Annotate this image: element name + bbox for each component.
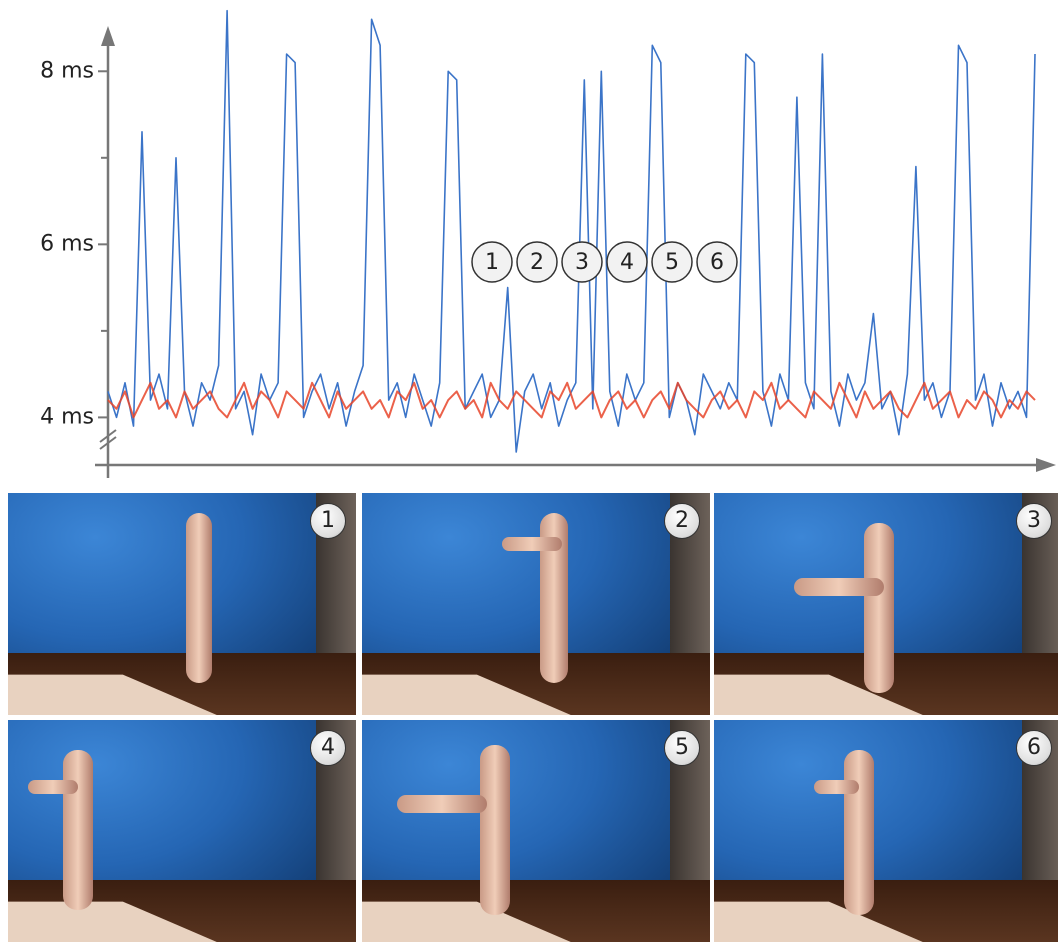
frame-number: 3 (1016, 503, 1052, 539)
marker-label: 2 (530, 250, 544, 275)
marker-label: 4 (620, 250, 634, 275)
frame: 5 (362, 720, 710, 942)
frame-number: 4 (310, 730, 346, 766)
marker-label: 3 (575, 250, 589, 275)
frame-number: 2 (664, 503, 700, 539)
frame-number: 5 (664, 730, 700, 766)
chart: 4 ms 6 ms 8 ms 1 2 3 4 5 6 (0, 0, 1058, 485)
x-axis-arrow (1036, 458, 1056, 472)
frame: 6 (714, 720, 1058, 942)
frame-number: 6 (1016, 730, 1052, 766)
frame: 2 (362, 493, 710, 715)
y-tick-label: 8 ms (40, 58, 94, 83)
frame-number: 1 (310, 503, 346, 539)
marker-label: 1 (485, 250, 499, 275)
series-line (108, 11, 1035, 452)
y-axis-arrow (101, 26, 115, 46)
marker-label: 6 (710, 250, 724, 275)
frame: 4 (8, 720, 356, 942)
y-tick-label: 6 ms (40, 231, 94, 256)
marker-label: 5 (665, 250, 679, 275)
frame: 3 (714, 493, 1058, 715)
y-tick-label: 4 ms (40, 404, 94, 429)
series-line (108, 383, 1035, 418)
page: {"chart_data": {"type": "line", "ylim": … (0, 0, 1058, 940)
frame: 1 (8, 493, 356, 715)
